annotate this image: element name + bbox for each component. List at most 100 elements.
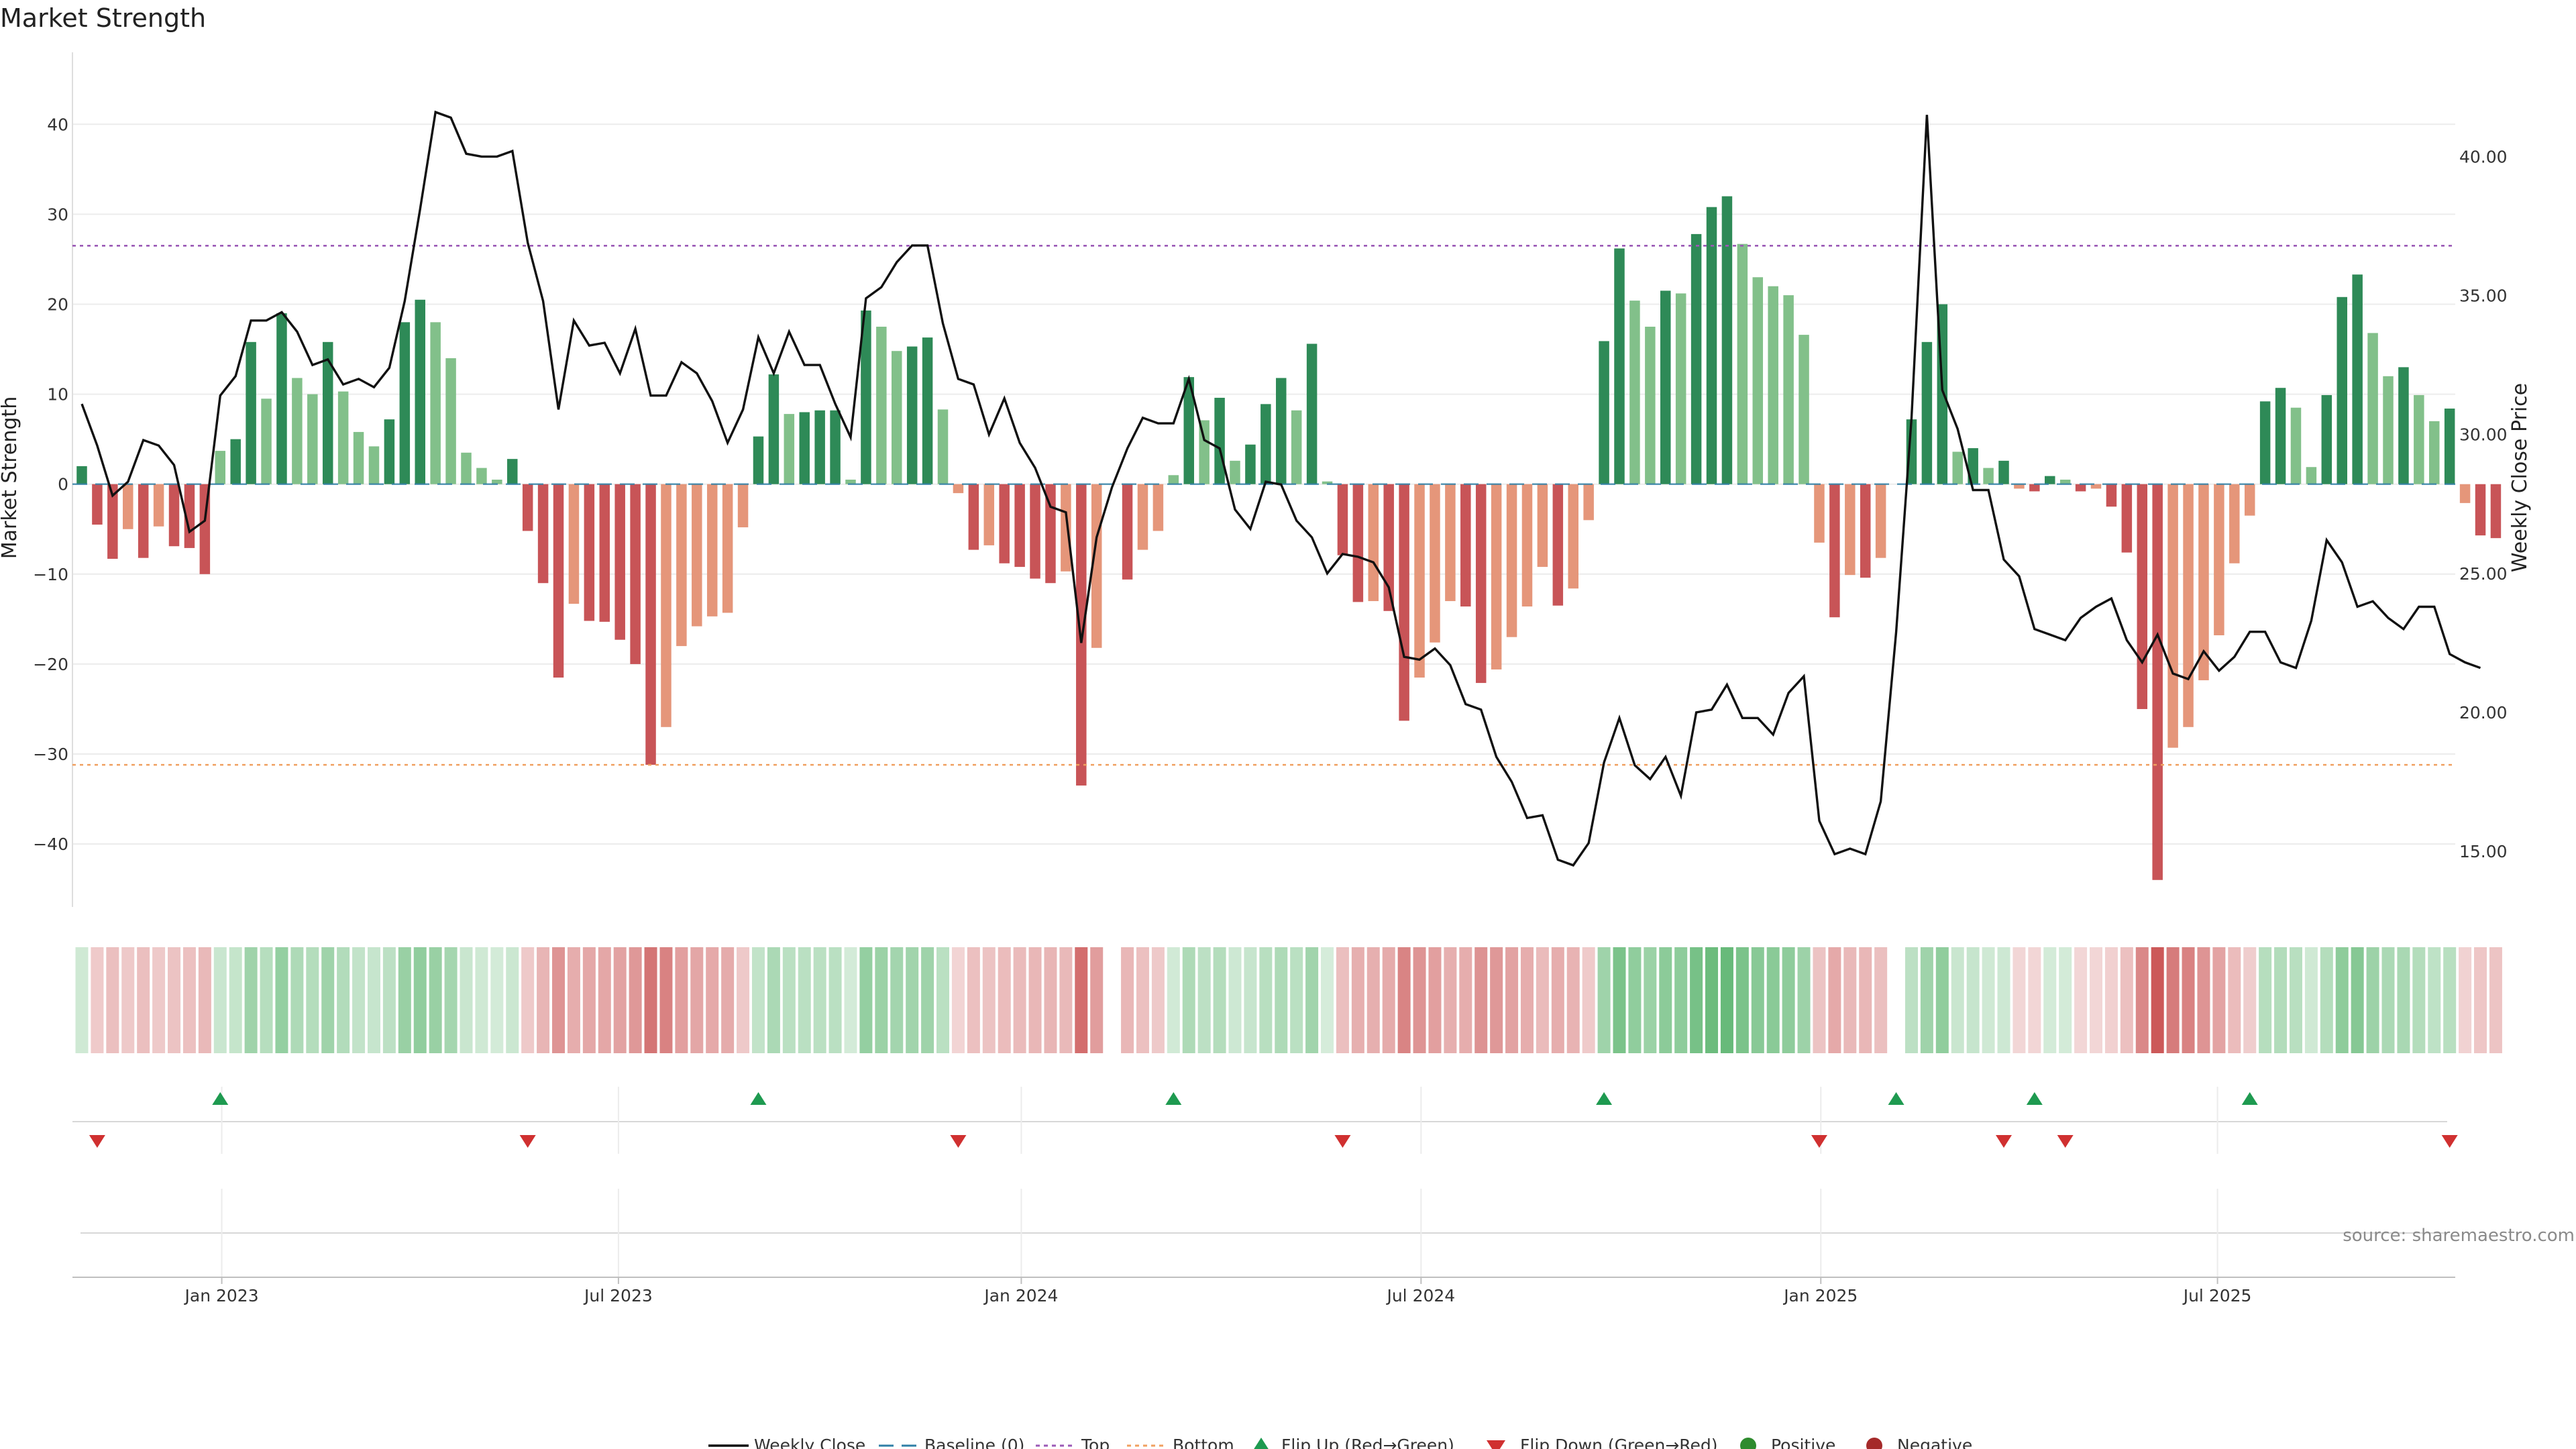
heat-cell-negative [644,947,657,1053]
flip-down-marker [1811,1135,1827,1148]
left-y-axis: 40 30 20 10 0 −10 −20 −30 −40 [33,115,68,854]
negative-bar [1814,484,1825,543]
negative-bar [2490,484,2502,539]
weekly-close-line [80,110,2481,867]
negative-bar [2106,484,2117,507]
flip-down-marker [950,1135,967,1148]
heat-cell-positive [1904,947,1918,1053]
negative-bar [1337,484,1348,555]
heat-cell-positive [1690,947,1703,1053]
negative-bar [661,484,672,727]
heat-cell-positive [859,947,873,1053]
heat-cell-positive [382,947,396,1053]
positive-bar [922,337,933,484]
flip-up-marker [1888,1092,1904,1105]
legend-negative-icon [1866,1438,1882,1449]
negative-bar [2137,484,2148,709]
positive-bar [461,452,472,484]
flip-up-marker [750,1092,767,1105]
negative-bar [1061,484,1071,572]
flip-up-marker [1596,1092,1613,1105]
x-tick-label: Jul 2025 [2182,1286,2252,1305]
flip-up-marker [2241,1092,2258,1105]
legend-flip-down-icon [1487,1440,1505,1449]
heat-cell-positive [1197,947,1211,1053]
flip-down-marker [519,1135,536,1148]
heat-cell-negative [1397,947,1411,1053]
heat-cell-positive [1951,947,1964,1053]
heat-cell-positive [2059,947,2072,1053]
heat-cell-negative [582,947,596,1053]
heat-cell-negative [152,947,166,1053]
source-note: source: sharemaestro.com [2343,1226,2575,1246]
positive-bar [1183,377,1194,484]
heat-cell-positive [1982,947,1995,1053]
left-y-tick-label: −30 [33,745,68,764]
heat-cell-negative [967,947,980,1053]
positive-bar [906,346,918,484]
heat-cell-positive [1920,947,1933,1053]
flip-down-marker [2441,1135,2458,1148]
heat-cell-negative [1444,947,1457,1053]
heat-cell-negative [1351,947,1364,1053]
heat-cell-positive [1766,947,1780,1053]
negative-bar [138,484,149,558]
right-y-tick-label: 15.00 [2459,842,2508,861]
flip-up-marker [1165,1092,1182,1105]
flip-down-marker [1334,1135,1351,1148]
heat-cell-negative [1151,947,1165,1053]
positive-bar [2275,388,2286,484]
heat-cell-positive [1182,947,1195,1053]
negative-bar [1368,484,1379,602]
negative-bar [722,484,733,613]
positive-bar [1291,410,1302,484]
heat-cell-negative [2243,947,2257,1053]
positive-bar [2352,274,2363,484]
negative-bar [614,484,625,640]
legend-bottom: Bottom [1173,1436,1234,1449]
negative-bar [537,484,549,584]
positive-bar [1260,404,1271,484]
legend-positive: Positive [1771,1436,1835,1449]
legend-weekly-close: Weekly Close [754,1436,865,1449]
negative-bar [2229,484,2240,564]
heat-cell-positive [2443,947,2457,1053]
heat-cell-positive [260,947,273,1053]
left-y-tick-label: 10 [47,385,68,405]
heat-cell-positive [1244,947,1257,1053]
heat-cell-negative [137,947,150,1053]
positive-bar [215,451,226,484]
negative-bar [2029,484,2040,492]
heat-cell-positive [229,947,242,1053]
x-tick-label: Jan 2025 [1782,1286,1858,1305]
negative-bar [599,484,610,622]
positive-bar [1168,475,1179,484]
heat-cell-negative [675,947,688,1053]
x-tick-label: Jan 2023 [184,1286,259,1305]
flip-up-marker [2026,1092,2043,1105]
heat-cell-positive [1720,947,1733,1053]
negative-bar [107,484,118,559]
heat-cell-negative [1013,947,1026,1053]
positive-bar [892,351,902,484]
negative-bar [737,484,749,528]
positive-bar [845,480,856,484]
heat-cell-positive [875,947,888,1053]
heat-cell-negative [91,947,104,1053]
heat-cell-positive [413,947,427,1053]
negative-bar [1568,484,1578,589]
heat-cell-positive [782,947,796,1053]
negative-bar [999,484,1010,564]
positive-bar [1783,295,1794,484]
heat-cell-negative [629,947,642,1053]
positive-bar [230,439,241,484]
negative-bar [2244,484,2255,516]
negative-bar [1430,484,1440,643]
right-y-tick-label: 40.00 [2459,147,2508,166]
negative-bar [153,484,164,527]
heat-cell-positive [1966,947,1980,1053]
flip-down-marker [2057,1135,2074,1148]
heat-cell-positive [1290,947,1303,1053]
heat-cell-negative [1413,947,1426,1053]
heat-cell-positive [321,947,335,1053]
